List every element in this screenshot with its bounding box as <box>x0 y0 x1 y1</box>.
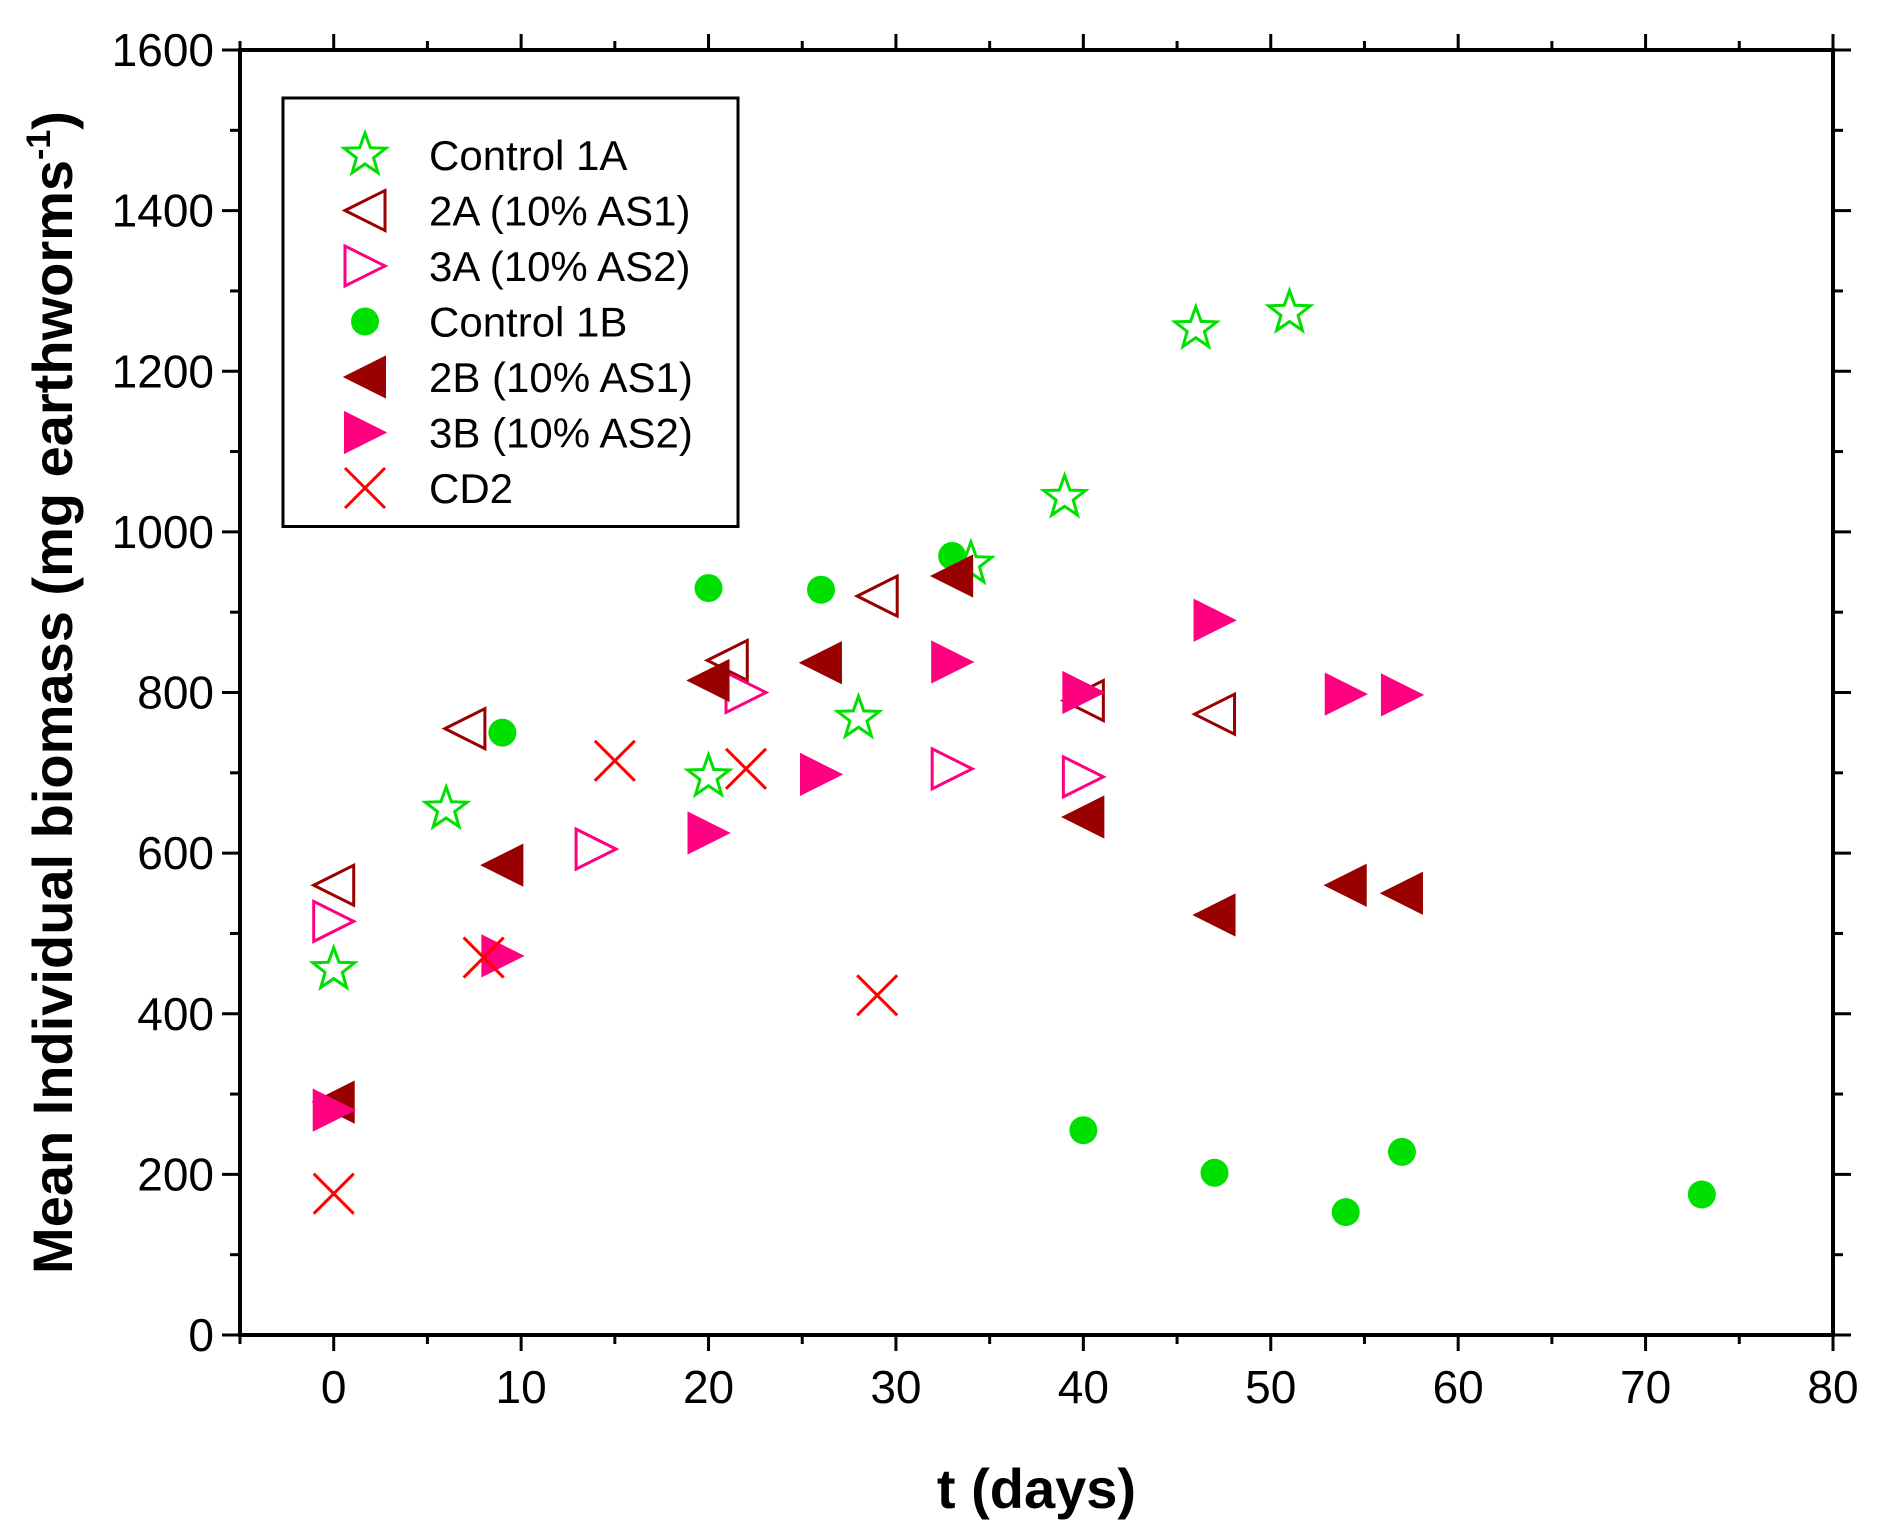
y-axis-title-main: Mean Individual biomass (mg earthworms <box>21 160 84 1274</box>
data-point-3a-10-as2 <box>930 746 976 792</box>
series-cd2 <box>312 739 899 1215</box>
legend-item-2a-10-as1: 2A (10% AS1) <box>341 188 691 235</box>
data-point-3b-10-as2 <box>1193 598 1237 642</box>
data-point-control-1b <box>806 575 835 604</box>
legend-marker-control-1b <box>351 307 379 336</box>
data-point-3a-10-as2 <box>1061 754 1107 800</box>
data-point-3a-10-as2 <box>574 826 620 872</box>
series-control-1b <box>488 541 1716 1227</box>
data-point-3b-10-as2 <box>1062 670 1106 715</box>
legend-item-2b-10-as1: 2B (10% AS1) <box>342 354 693 401</box>
x-tick-label: 0 <box>321 1361 347 1413</box>
y-axis-title: Mean Individual biomass (mg earthworms-1… <box>20 111 84 1274</box>
data-point-3b-10-as2 <box>931 640 975 684</box>
legend-marker-3a-10-as2 <box>343 243 389 289</box>
legend-marker-control-1a <box>339 128 391 177</box>
legend-item-3b-10-as2: 3B (10% AS2) <box>344 410 693 457</box>
x-tick-label: 30 <box>870 1361 921 1413</box>
legend-marker-3b-10-as2 <box>344 410 388 455</box>
data-point-control-1b <box>1200 1158 1229 1187</box>
y-tick-label: 1400 <box>112 185 214 237</box>
legend-label: CD2 <box>429 465 513 512</box>
data-point-3b-10-as2 <box>1380 673 1425 717</box>
data-point-2a-10-as1 <box>441 706 487 752</box>
x-tick-label: 60 <box>1433 1361 1484 1413</box>
data-point-cd2 <box>724 747 768 790</box>
data-point-cd2 <box>593 739 636 782</box>
legend-marker-2b-10-as1 <box>342 355 386 399</box>
series-2a-10-as1 <box>310 573 1237 908</box>
y-tick-label: 1600 <box>112 24 214 76</box>
data-point-cd2 <box>856 974 899 1017</box>
legend-item-3a-10-as2: 3A (10% AS2) <box>343 243 691 290</box>
y-tick-label: 1000 <box>112 506 214 558</box>
legend-label: Control 1B <box>429 299 627 346</box>
x-tick-label: 40 <box>1058 1361 1109 1413</box>
data-point-control-1b <box>694 574 723 603</box>
x-tick-label: 50 <box>1245 1361 1296 1413</box>
plot-area-frame <box>238 48 1835 1337</box>
data-point-2a-10-as1 <box>1191 691 1237 737</box>
legend-item-control-1a: Control 1A <box>339 128 627 179</box>
data-point-3b-10-as2 <box>687 811 731 855</box>
data-point-3b-10-as2 <box>799 752 844 797</box>
x-axis-title: t (days) <box>937 1457 1136 1520</box>
data-point-control-1a <box>1264 286 1315 334</box>
legend-label: 2A (10% AS1) <box>429 188 691 235</box>
data-point-2b-10-as1 <box>686 658 730 703</box>
legend-label: Control 1A <box>429 132 627 179</box>
data-point-cd2 <box>462 936 505 979</box>
data-point-3b-10-as2 <box>312 1088 356 1132</box>
data-point-control-1a <box>420 782 472 831</box>
y-tick-label: 200 <box>137 1148 214 1200</box>
data-point-control-1b <box>1069 1116 1098 1145</box>
data-point-control-1a <box>683 750 734 799</box>
legend-item-control-1b: Control 1B <box>351 299 627 346</box>
legend-label: 3A (10% AS2) <box>429 243 691 290</box>
data-point-2b-10-as1 <box>1379 871 1423 915</box>
data-point-3b-10-as2 <box>481 934 525 978</box>
data-point-2b-10-as1 <box>480 843 524 887</box>
data-point-2b-10-as1 <box>929 554 974 598</box>
data-point-2b-10-as1 <box>1192 893 1236 937</box>
x-tick-label: 20 <box>683 1361 734 1413</box>
data-point-2a-10-as1 <box>853 573 899 619</box>
y-tick-label: 400 <box>137 988 214 1040</box>
data-point-control-1b <box>1387 1137 1416 1166</box>
y-tick-label: 600 <box>137 827 214 879</box>
x-tick-label: 70 <box>1620 1361 1671 1413</box>
data-point-control-1b <box>488 718 517 747</box>
y-tick-label: 800 <box>137 667 214 719</box>
data-point-control-1a <box>833 691 884 740</box>
data-point-control-1a <box>1170 302 1221 351</box>
data-point-cd2 <box>312 1172 355 1215</box>
data-point-2a-10-as1 <box>310 862 356 908</box>
y-tick-label: 0 <box>188 1309 214 1361</box>
legend-marker-2a-10-as1 <box>341 188 387 233</box>
data-point-control-1a <box>1039 470 1090 519</box>
y-axis-title-close: ) <box>21 111 84 130</box>
data-point-2b-10-as1 <box>798 641 842 685</box>
data-point-2b-10-as1 <box>1323 863 1367 907</box>
data-point-control-1b <box>1687 1180 1716 1209</box>
series-3b-10-as2 <box>312 598 1425 1132</box>
data-point-control-1a <box>308 943 359 991</box>
data-point-3b-10-as2 <box>1324 672 1368 716</box>
series-2b-10-as1 <box>311 554 1423 1124</box>
data-point-2b-10-as1 <box>1061 795 1105 839</box>
x-tick-label: 10 <box>496 1361 547 1413</box>
data-point-control-1b <box>1331 1198 1360 1227</box>
legend-marker-cd2 <box>343 466 387 510</box>
legend-label: 2B (10% AS1) <box>429 354 693 401</box>
legend-label: 3B (10% AS2) <box>429 410 693 457</box>
y-axis-title-superscript: -1 <box>20 130 58 160</box>
x-tick-label: 80 <box>1807 1361 1858 1413</box>
y-tick-label: 1200 <box>112 345 214 397</box>
legend-item-cd2: CD2 <box>343 465 513 512</box>
data-point-3a-10-as2 <box>312 898 358 944</box>
